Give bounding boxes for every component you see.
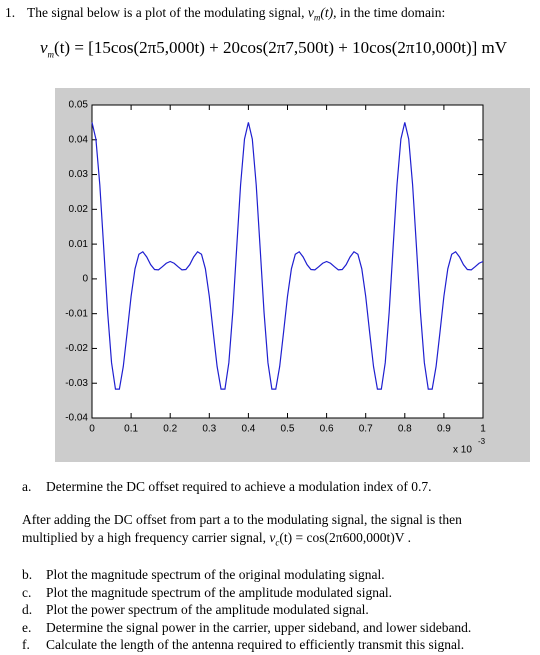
x-tick-label: 0.1 [124, 424, 138, 435]
y-tick-label: -0.01 [65, 308, 88, 319]
var: v [269, 530, 276, 545]
y-tick-label: 0.01 [69, 239, 89, 250]
part-label: c. [22, 584, 32, 600]
text: The signal below is a plot of the modula… [27, 5, 308, 20]
rhs: (t) = [15cos(2π5,000t) + 20cos(2π7,500t)… [54, 38, 508, 57]
rhs: (t) = cos(2π600,000t)V . [279, 530, 411, 545]
signal-line [91, 122, 484, 390]
chart: -0.04 -0.03 -0.02 -0.01 0 0.01 0.02 0.03 0.04 0.0… [55, 88, 530, 462]
arg: (t) [320, 5, 334, 20]
sub: m [47, 49, 55, 60]
x-tick-label: 0.2 [163, 424, 177, 435]
part-label: d. [22, 602, 33, 617]
plot-area [91, 104, 484, 419]
part-text: Determine the DC offset required to achi… [46, 479, 432, 494]
x-tick-label: 0.6 [320, 424, 334, 435]
y-tick-label: -0.04 [65, 413, 88, 424]
y-tick-label: 0.04 [69, 134, 89, 145]
sub: m [313, 12, 321, 23]
part-text: Plot the power spectrum of the amplitude… [46, 602, 369, 617]
part-label: a. [22, 479, 32, 494]
part-label: b. [22, 567, 33, 582]
x-tick-label: 0.7 [359, 424, 373, 435]
var: v [307, 5, 314, 20]
part-text: Determine the signal power in the carrie… [46, 619, 472, 635]
part-text: Plot the magnitude spectrum of the origi… [46, 567, 385, 582]
y-tick-label: -0.02 [65, 343, 88, 354]
y-tick-label: 0.05 [69, 100, 89, 111]
formula: vm(t) = [15cos(2π5,000t) + 20cos(2π7,500… [40, 38, 507, 59]
x-tick-label: 1 [480, 424, 486, 435]
x-scale-label: x 10 [453, 445, 472, 456]
part-label: f. [22, 637, 30, 652]
question-text: The signal below is a plot of the modula… [27, 5, 445, 23]
part-text: Plot the magnitude spectrum of the ampli… [46, 584, 393, 600]
x-scale-exponent: -3 [478, 437, 486, 446]
x-tick-label: 0.3 [202, 424, 216, 435]
text: , in the time domain: [333, 5, 446, 20]
x-tick-label: 0.8 [398, 424, 412, 435]
text: multiplied by a high frequency carrier s… [22, 530, 270, 545]
x-tick-label: 0.5 [281, 424, 295, 435]
y-tick-label: -0.03 [65, 378, 88, 389]
x-tick-label: 0.4 [241, 424, 255, 435]
question-number: 1. [5, 5, 16, 20]
y-tick-label: 0.02 [69, 204, 89, 215]
var: v [40, 38, 48, 57]
y-tick-label: 0 [82, 274, 88, 285]
part-label: e. [22, 619, 32, 635]
x-tick-label: 0.9 [437, 424, 451, 435]
paragraph: multiplied by a high frequency carrier s… [22, 530, 411, 548]
paragraph: After adding the DC offset from part a t… [22, 512, 462, 527]
sub: c [275, 537, 280, 548]
y-tick-label: 0.03 [69, 169, 89, 180]
x-tick-label: 0 [89, 424, 95, 435]
part-text: Calculate the length of the antenna requ… [46, 637, 465, 652]
